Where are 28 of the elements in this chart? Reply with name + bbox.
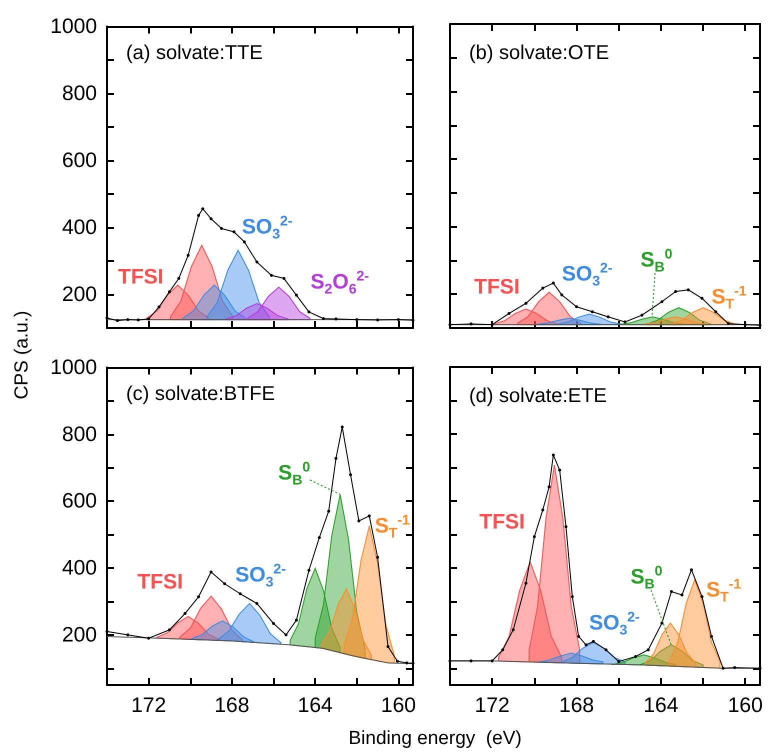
x-axis-title: Binding energy (eV)	[348, 728, 522, 750]
y-tick-label: 1000	[50, 15, 97, 38]
x-tick-label: 168	[214, 694, 250, 717]
y-tick-label: 400	[62, 556, 97, 580]
y-tick-label: 600	[62, 149, 97, 172]
text: (d) solvate:ETE	[469, 385, 607, 407]
x-tick-label: 172	[474, 694, 510, 717]
x-tick-label: 164	[298, 694, 333, 717]
y-tick-label: 600	[62, 490, 97, 513]
y-tick-label: 1000	[50, 356, 97, 379]
x-tick-label: 160	[728, 694, 763, 717]
y-tick-label: 800	[62, 82, 97, 105]
text: (c) solvate:BTFE	[126, 383, 275, 405]
x-tick-label: 172	[131, 694, 166, 717]
series-label: TFSI	[474, 276, 520, 299]
y-axis-title: CPS (a.u.)	[10, 310, 33, 400]
text: (a) solvate:TTE	[126, 42, 263, 64]
y-tick-label: 800	[62, 422, 97, 446]
x-tick-label: 168	[559, 694, 594, 717]
x-tick-label: 164	[643, 694, 679, 717]
y-tick-label: 200	[62, 623, 97, 646]
series-label: TFSI	[118, 266, 164, 289]
series-label: TFSI	[479, 510, 525, 534]
series-label: TFSI	[137, 570, 183, 594]
y-tick-label: 200	[62, 283, 97, 306]
text: (b) solvate:OTE	[469, 42, 610, 64]
x-tick-label: 160	[380, 694, 416, 717]
y-tick-label: 400	[62, 216, 97, 239]
